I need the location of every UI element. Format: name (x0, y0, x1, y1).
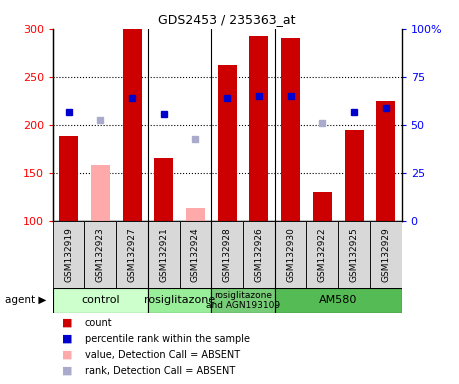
Bar (59, 136, 78, 221)
Text: rank, Detection Call = ABSENT: rank, Detection Call = ABSENT (85, 366, 235, 376)
Text: GSM132921: GSM132921 (159, 227, 168, 282)
Bar (218, 65, 237, 221)
Text: value, Detection Call = ABSENT: value, Detection Call = ABSENT (85, 350, 240, 360)
Bar (370, 221, 402, 288)
Text: percentile rank within the sample: percentile rank within the sample (85, 334, 250, 344)
Bar (345, 129, 364, 221)
Bar (313, 192, 332, 221)
Bar (307, 221, 338, 288)
Text: rosiglitazone
and AGN193109: rosiglitazone and AGN193109 (206, 291, 280, 310)
Text: GSM132925: GSM132925 (350, 227, 358, 282)
Bar (275, 221, 307, 288)
Bar (148, 221, 179, 288)
Bar (243, 221, 275, 288)
Bar (53, 288, 148, 313)
Bar (211, 288, 275, 313)
Bar (91, 165, 110, 221)
Text: ■: ■ (62, 350, 73, 360)
Text: GSM132929: GSM132929 (381, 227, 390, 282)
Text: agent ▶: agent ▶ (5, 295, 46, 306)
Text: AM580: AM580 (319, 295, 358, 306)
Bar (211, 221, 243, 288)
Text: rosiglitazone: rosiglitazone (144, 295, 215, 306)
Title: GDS2453 / 235363_at: GDS2453 / 235363_at (158, 13, 296, 26)
Text: control: control (81, 295, 120, 306)
Text: GSM132919: GSM132919 (64, 227, 73, 282)
Bar (186, 208, 205, 221)
Bar (154, 158, 174, 221)
Bar (123, 29, 141, 221)
Text: GSM132928: GSM132928 (223, 227, 232, 282)
Text: GSM132926: GSM132926 (254, 227, 263, 282)
Text: GSM132924: GSM132924 (191, 227, 200, 282)
Text: count: count (85, 318, 112, 328)
Text: GSM132923: GSM132923 (96, 227, 105, 282)
Text: GSM132927: GSM132927 (128, 227, 137, 282)
Text: ■: ■ (62, 318, 73, 328)
Bar (275, 288, 402, 313)
Text: ■: ■ (62, 366, 73, 376)
Bar (116, 221, 148, 288)
Bar (376, 101, 395, 221)
Text: GSM132930: GSM132930 (286, 227, 295, 282)
Text: GSM132922: GSM132922 (318, 227, 327, 282)
Bar (53, 221, 84, 288)
Bar (179, 221, 211, 288)
Bar (281, 38, 300, 221)
Bar (148, 288, 211, 313)
Bar (249, 36, 269, 221)
Bar (84, 221, 116, 288)
Bar (338, 221, 370, 288)
Text: ■: ■ (62, 334, 73, 344)
